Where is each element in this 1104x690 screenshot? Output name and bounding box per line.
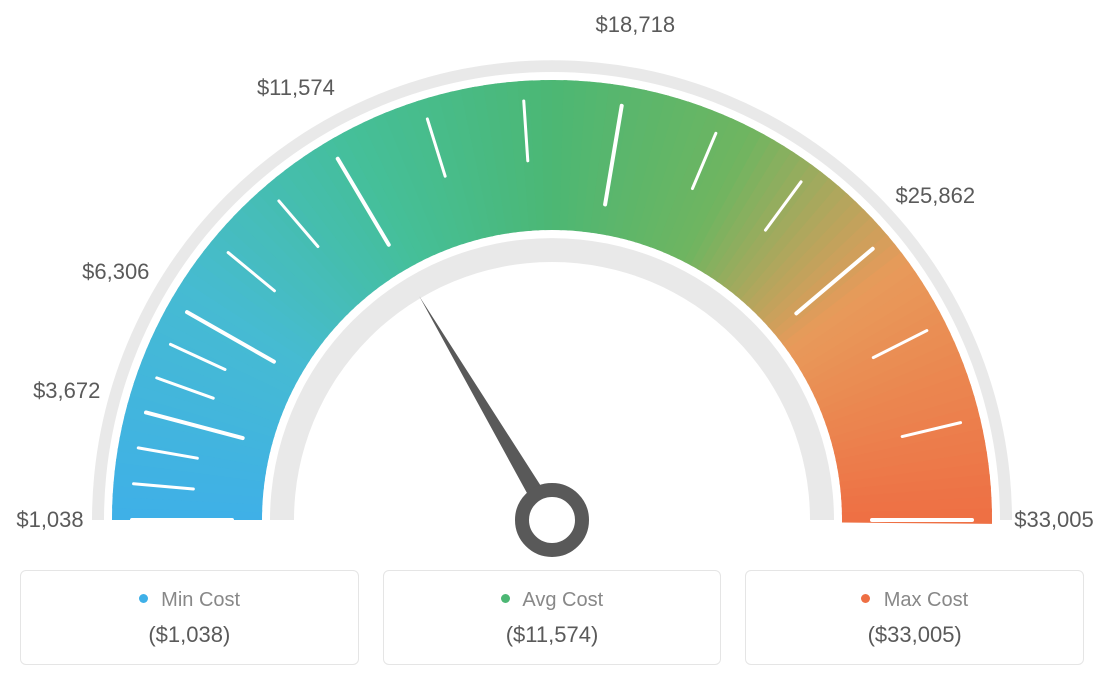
gauge-tick-label: $18,718 (596, 12, 676, 38)
gauge-container: $1,038$3,672$6,306$11,574$18,718$25,862$… (20, 20, 1084, 560)
legend-card-min: Min Cost ($1,038) (20, 570, 359, 665)
gauge-tick-label: $33,005 (1014, 507, 1094, 533)
legend-dot-avg (501, 594, 510, 603)
gauge-tick-label: $25,862 (896, 183, 976, 209)
legend-card-max: Max Cost ($33,005) (745, 570, 1084, 665)
legend-value-avg: ($11,574) (394, 622, 711, 648)
legend-title-max: Max Cost (756, 589, 1073, 612)
gauge-chart (20, 20, 1084, 560)
legend-title-min: Min Cost (31, 589, 348, 612)
legend-title-avg-text: Avg Cost (522, 589, 603, 611)
gauge-tick-label: $6,306 (82, 259, 149, 285)
legend-dot-max (861, 594, 870, 603)
legend-title-max-text: Max Cost (884, 589, 968, 611)
legend-row: Min Cost ($1,038) Avg Cost ($11,574) Max… (20, 570, 1084, 665)
gauge-tick-label: $1,038 (16, 507, 83, 533)
legend-card-avg: Avg Cost ($11,574) (383, 570, 722, 665)
legend-value-min: ($1,038) (31, 622, 348, 648)
legend-title-avg: Avg Cost (394, 589, 711, 612)
gauge-tick-label: $11,574 (257, 75, 335, 101)
gauge-tick-label: $3,672 (33, 378, 100, 404)
legend-value-max: ($33,005) (756, 622, 1073, 648)
legend-dot-min (139, 594, 148, 603)
legend-title-min-text: Min Cost (161, 589, 240, 611)
